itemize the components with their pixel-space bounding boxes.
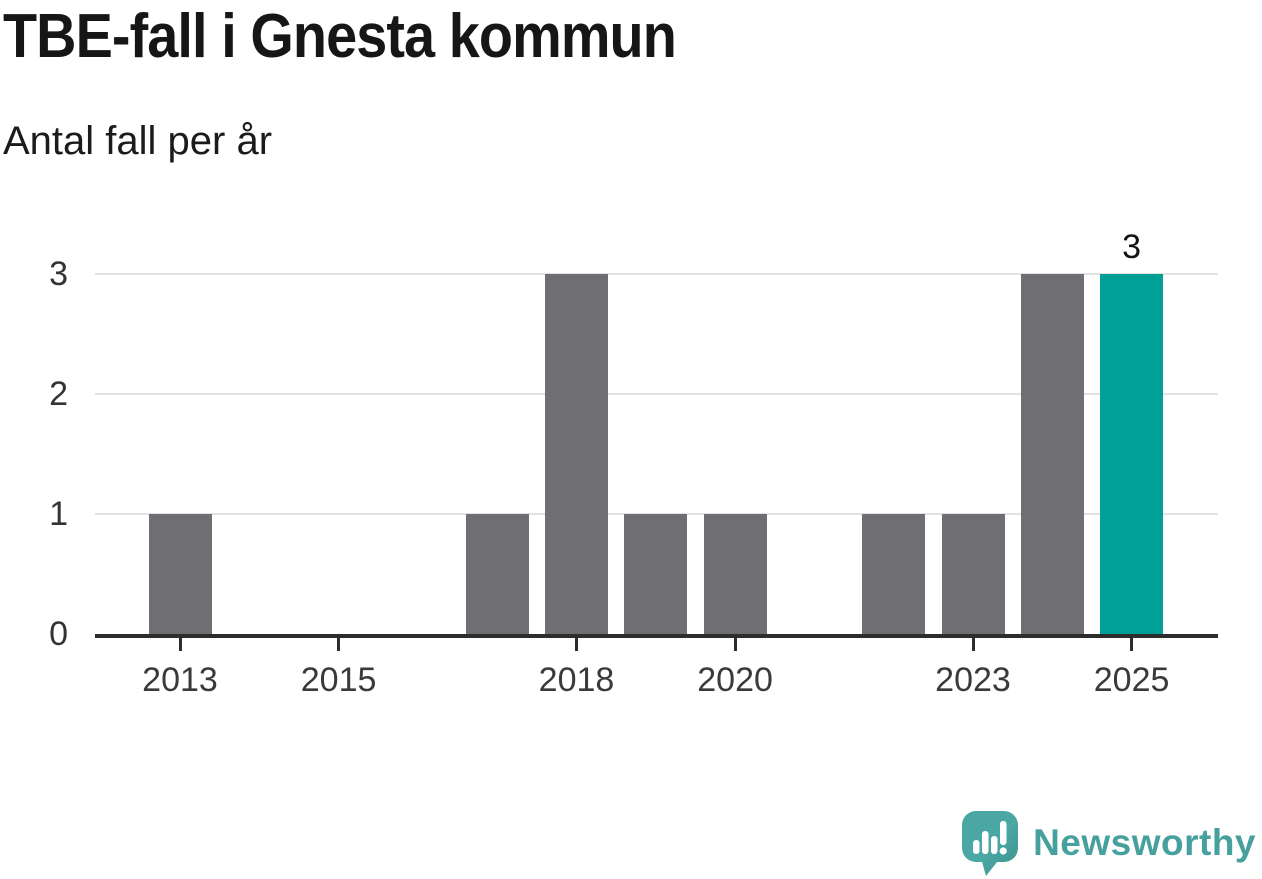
x-axis-label-2015: 2015 bbox=[300, 661, 377, 699]
speech-bubble-shape bbox=[962, 811, 1019, 876]
x-axis-label-2013: 2013 bbox=[142, 661, 218, 699]
newsworthy-logo: Newsworthy bbox=[961, 810, 1256, 876]
gridline-y2 bbox=[95, 393, 1218, 395]
y-axis-label-3: 3 bbox=[49, 255, 68, 293]
x-axis-label-2025: 2025 bbox=[1093, 661, 1170, 699]
bar-2022 bbox=[862, 514, 926, 634]
x-tick-2013 bbox=[178, 638, 182, 651]
bar-2024 bbox=[1020, 274, 1084, 634]
bar-2025 bbox=[1100, 274, 1164, 634]
bar-2017 bbox=[465, 514, 529, 634]
bar-2023 bbox=[941, 514, 1005, 634]
y-axis-label-2: 2 bbox=[49, 375, 68, 413]
y-axis-label-0: 0 bbox=[49, 615, 68, 653]
x-tick-2023 bbox=[971, 638, 975, 651]
x-axis-label-2020: 2020 bbox=[697, 661, 773, 699]
x-axis-line bbox=[95, 634, 1218, 638]
newsworthy-wordmark: Newsworthy bbox=[1033, 822, 1256, 863]
bar-2018 bbox=[545, 274, 608, 634]
newsworthy-bubble-chart-icon bbox=[962, 811, 1019, 876]
bar-2020 bbox=[703, 514, 767, 634]
gridline-y3 bbox=[95, 273, 1218, 275]
bar-value-label-2025: 3 bbox=[1122, 228, 1142, 266]
x-tick-2025 bbox=[1130, 638, 1134, 651]
chart-title: TBE-fall i Gnesta kommun bbox=[3, 2, 677, 71]
bar-2013 bbox=[148, 514, 212, 634]
y-axis-label-1: 1 bbox=[49, 495, 68, 533]
x-tick-2020 bbox=[733, 638, 737, 651]
x-tick-2018 bbox=[575, 638, 578, 651]
chart-subtitle: Antal fall per år bbox=[3, 119, 273, 163]
x-axis-label-2018: 2018 bbox=[538, 661, 615, 699]
bar-2019 bbox=[624, 514, 688, 634]
x-axis-label-2023: 2023 bbox=[935, 661, 1011, 699]
x-tick-2015 bbox=[337, 638, 341, 651]
